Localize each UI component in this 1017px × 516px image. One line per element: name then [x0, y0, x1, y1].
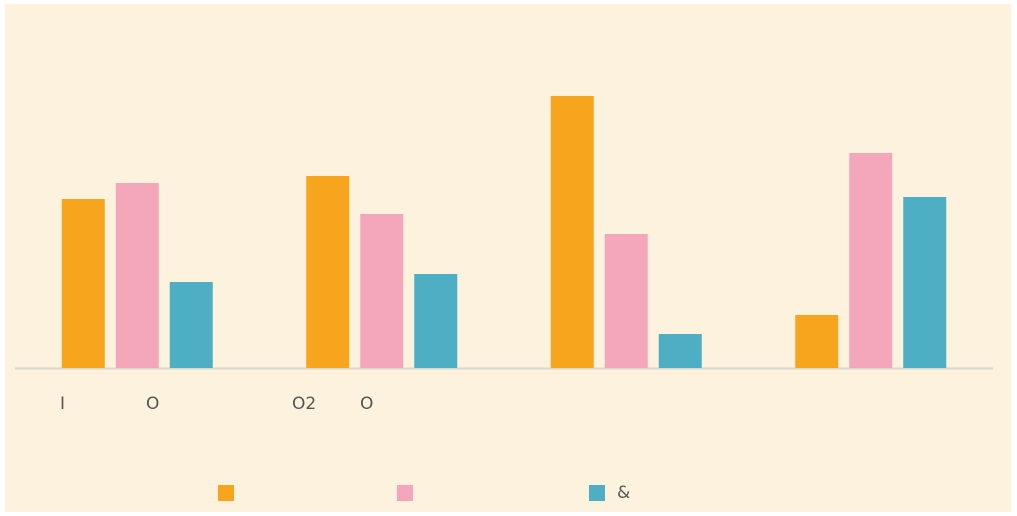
x-tick-label: I	[60, 394, 65, 414]
bar	[414, 274, 458, 368]
x-tick-label: O	[360, 394, 373, 414]
bar	[360, 214, 404, 368]
bar	[306, 176, 350, 368]
legend-swatch	[218, 485, 234, 501]
x-tick-label: O	[146, 394, 159, 414]
bar	[604, 234, 648, 368]
legend-swatch	[397, 485, 413, 501]
chart-background	[5, 4, 1011, 512]
bar	[658, 334, 702, 368]
legend-swatch	[589, 485, 605, 501]
bar	[903, 197, 947, 368]
bar	[795, 315, 839, 368]
bar	[550, 96, 594, 368]
x-tick-label: O2	[292, 394, 316, 414]
bar	[115, 183, 159, 368]
bar	[849, 153, 893, 368]
legend-label: &	[617, 483, 630, 503]
bar	[169, 282, 213, 368]
bar	[61, 199, 105, 368]
